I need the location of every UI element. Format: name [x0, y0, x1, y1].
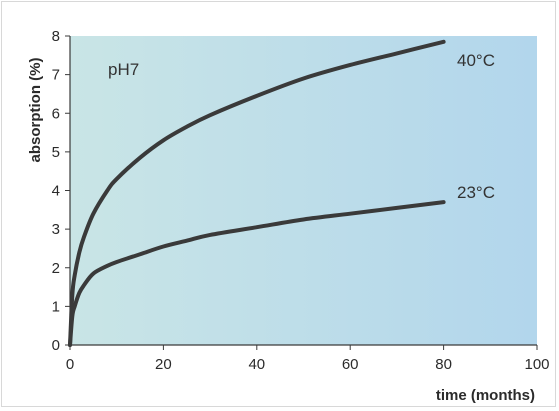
y-axis-title: absorption (%) — [27, 58, 44, 163]
x-tick-label: 20 — [155, 356, 172, 373]
x-tick-label: 0 — [66, 356, 74, 373]
series-label-23c: 23°C — [457, 183, 495, 202]
series-line-40c — [68, 39, 446, 347]
x-tick-label: 40 — [248, 356, 265, 373]
series-line-23c — [68, 200, 446, 347]
x-tick-label: 100 — [524, 356, 549, 373]
y-tick-label: 4 — [52, 183, 60, 200]
y-tick-label: 7 — [52, 67, 60, 84]
y-tick-label: 5 — [52, 144, 60, 161]
y-tick-label: 2 — [52, 260, 60, 277]
y-tick-label: 3 — [52, 221, 60, 238]
x-axis-title: time (months) — [436, 387, 535, 404]
ph-annotation: pH7 — [108, 60, 139, 79]
series-label-40c: 40°C — [457, 51, 495, 70]
y-tick-label: 0 — [52, 337, 60, 354]
series-lines — [68, 39, 446, 347]
plot-area — [70, 36, 537, 345]
y-tick-label: 8 — [52, 28, 60, 45]
x-tick-label: 60 — [342, 356, 359, 373]
x-tick-label: 80 — [435, 356, 452, 373]
y-tick-label: 6 — [52, 105, 60, 122]
y-tick-label: 1 — [52, 298, 60, 315]
